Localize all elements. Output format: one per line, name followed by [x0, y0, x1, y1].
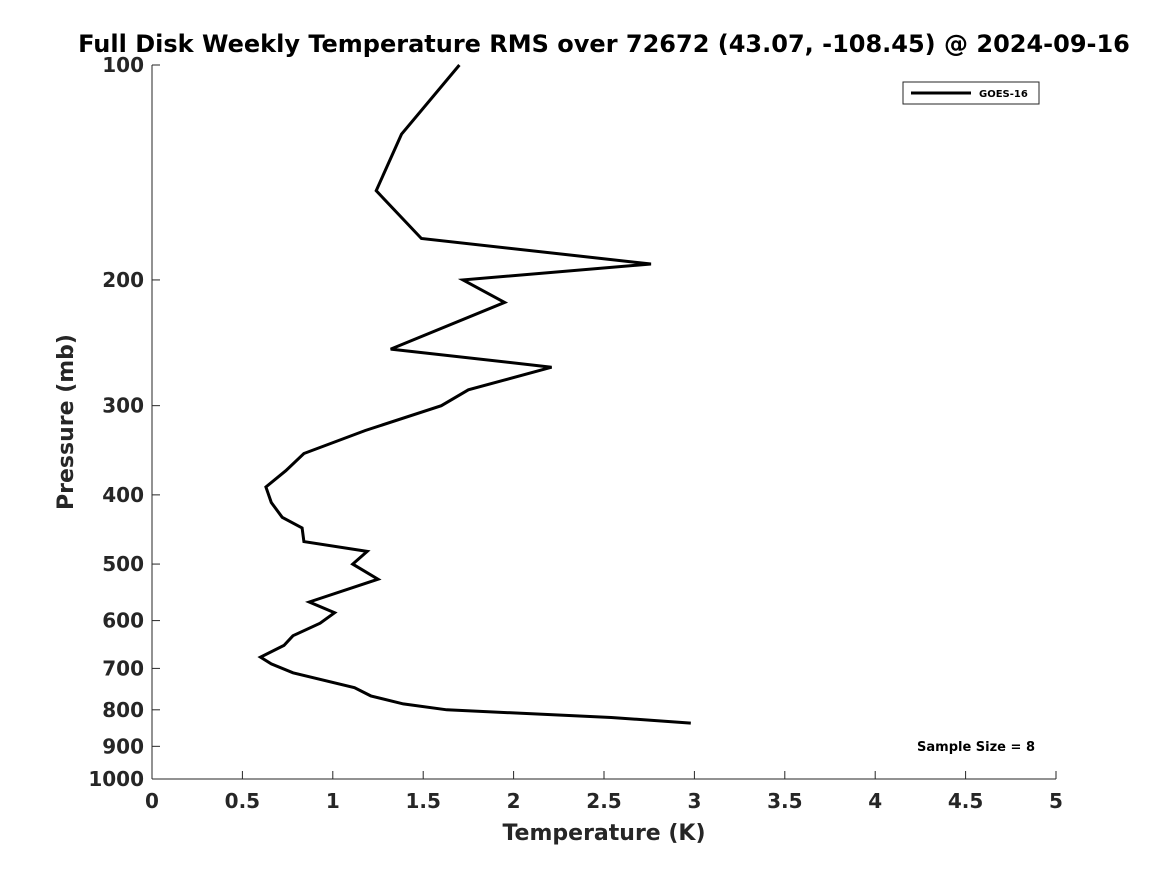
plot-area: 0 0.5 1 1.5 2 2.5 3 3.5 4 4.5 5 100 200 300 400 500 600…: [88, 53, 1063, 813]
y-tick-label: 400: [102, 483, 144, 507]
series-line-goes-16: [257, 64, 691, 725]
x-tick-label: 2: [507, 789, 521, 813]
y-tick-label: 800: [102, 698, 144, 722]
x-tick-label: 2.5: [586, 789, 621, 813]
x-tick-label: 3.5: [767, 789, 802, 813]
legend: GOES-16: [902, 81, 1040, 105]
y-axis-label: Pressure (mb): [54, 334, 79, 510]
x-tick-label: 0.5: [225, 789, 260, 813]
y-tick-label: 600: [102, 609, 144, 633]
x-tick-label: 3: [687, 789, 701, 813]
y-ticks: 100 200 300 400 500 600 700 800 900 1000: [88, 53, 160, 791]
y-tick-label: 500: [102, 552, 144, 576]
x-tick-label: 4.5: [948, 789, 983, 813]
y-tick-label: 1000: [88, 767, 144, 791]
series-layer: [257, 64, 691, 725]
x-axis-label: Temperature (K): [502, 821, 705, 846]
legend-label: GOES-16: [979, 89, 1028, 100]
sample-size-annotation: Sample Size = 8: [917, 740, 1035, 755]
y-tick-label: 300: [102, 394, 144, 418]
x-tick-label: 4: [868, 789, 882, 813]
chart-title: Full Disk Weekly Temperature RMS over 72…: [78, 30, 1130, 58]
x-tick-label: 1: [326, 789, 340, 813]
y-tick-label: 900: [102, 734, 144, 758]
y-tick-label: 100: [102, 53, 144, 77]
y-tick-label: 200: [102, 268, 144, 292]
y-tick-label: 700: [102, 656, 144, 680]
x-ticks: 0 0.5 1 1.5 2 2.5 3 3.5 4 4.5 5: [145, 771, 1063, 813]
x-tick-label: 1.5: [405, 789, 440, 813]
chart-title-group: Full Disk Weekly Temperature RMS over 72…: [78, 30, 1130, 58]
x-tick-label: 5: [1049, 789, 1063, 813]
x-tick-label: 0: [145, 789, 159, 813]
